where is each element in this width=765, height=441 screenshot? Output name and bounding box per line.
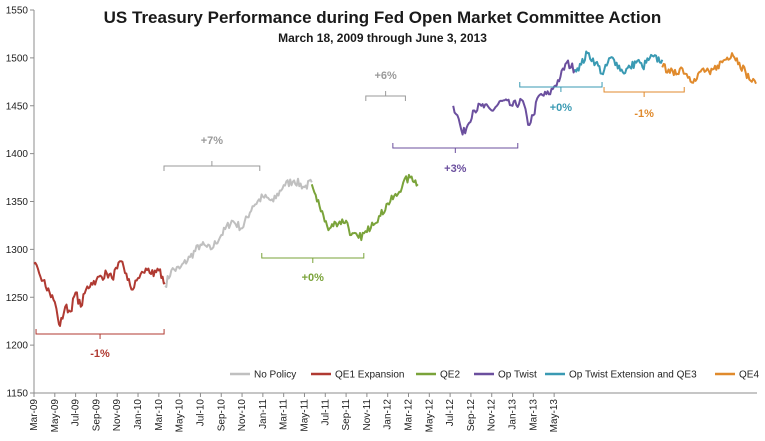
x-tick-label: May-10 bbox=[175, 399, 186, 433]
series-line-no-policy bbox=[164, 177, 313, 288]
y-tick-label: 1200 bbox=[6, 341, 29, 352]
x-tick-label: Mar-09 bbox=[29, 399, 40, 431]
legend-label: QE4 bbox=[739, 370, 759, 381]
x-tick-label: Jul-11 bbox=[320, 399, 331, 426]
period-change-label: +0% bbox=[302, 272, 325, 284]
x-tick-label: May-13 bbox=[549, 399, 560, 433]
x-tick-label: Sep-10 bbox=[216, 399, 227, 432]
period-bracket bbox=[35, 329, 165, 339]
chart-subtitle: March 18, 2009 through June 3, 2013 bbox=[278, 31, 487, 45]
x-tick-label: May-12 bbox=[424, 399, 435, 433]
y-tick-label: 1450 bbox=[6, 101, 29, 112]
legend-label: Op Twist bbox=[498, 370, 537, 381]
y-tick-label: 1250 bbox=[6, 293, 29, 304]
y-tick-label: 1150 bbox=[6, 389, 28, 400]
series-line-op-twist bbox=[452, 59, 576, 136]
x-tick-label: Mar-11 bbox=[279, 399, 290, 430]
y-tick-label: 1300 bbox=[6, 245, 29, 256]
series-line-qe1-expansion bbox=[33, 260, 166, 327]
period-change-label: +6% bbox=[374, 70, 397, 82]
period-bracket bbox=[603, 87, 685, 97]
period-change-label: +3% bbox=[444, 163, 467, 175]
x-tick-label: Nov-10 bbox=[237, 399, 248, 432]
x-tick-label: Mar-12 bbox=[404, 399, 415, 431]
x-tick-label: Nov-11 bbox=[362, 399, 373, 431]
y-tick-label: 1550 bbox=[6, 6, 29, 17]
legend-label: No Policy bbox=[254, 370, 296, 381]
x-tick-label: Jan-12 bbox=[383, 399, 394, 430]
x-tick-label: Sep-11 bbox=[341, 399, 352, 431]
x-tick-label: Mar-13 bbox=[528, 399, 539, 431]
x-tick-label: May-09 bbox=[50, 399, 61, 433]
chart-title: US Treasury Performance during Fed Open … bbox=[103, 8, 662, 27]
period-bracket bbox=[519, 82, 603, 92]
x-tick-label: Jul-09 bbox=[71, 399, 82, 427]
period-bracket bbox=[392, 143, 519, 153]
x-tick-label: May-11 bbox=[299, 399, 310, 432]
period-bracket bbox=[365, 91, 406, 101]
period-bracket bbox=[163, 161, 261, 171]
legend-label: QE1 Expansion bbox=[335, 370, 405, 381]
x-tick-label: Nov-12 bbox=[487, 399, 498, 432]
series-line-qe4 bbox=[661, 52, 757, 85]
x-tick-label: Mar-10 bbox=[154, 399, 165, 431]
x-tick-label: Jan-11 bbox=[258, 399, 269, 429]
legend-label: QE2 bbox=[440, 370, 460, 381]
x-tick-label: Sep-12 bbox=[466, 399, 477, 432]
period-bracket bbox=[261, 253, 365, 263]
period-change-label: +7% bbox=[201, 135, 224, 147]
x-tick-label: Sep-09 bbox=[91, 399, 102, 432]
series-line-qe2 bbox=[310, 173, 419, 242]
y-tick-label: 1400 bbox=[6, 149, 29, 160]
legend-label: Op Twist Extension and QE3 bbox=[569, 370, 697, 381]
period-change-label: -1% bbox=[90, 348, 110, 360]
y-tick-label: 1350 bbox=[6, 197, 29, 208]
x-tick-label: Jan-13 bbox=[508, 399, 519, 430]
series-line-op-twist-extension-and-qe3 bbox=[574, 50, 664, 76]
y-tick-label: 1500 bbox=[6, 53, 29, 64]
x-tick-label: Jan-10 bbox=[133, 399, 144, 430]
x-tick-label: Nov-09 bbox=[112, 399, 123, 432]
period-change-label: +0% bbox=[550, 102, 573, 114]
period-change-label: -1% bbox=[634, 108, 654, 120]
x-tick-label: Jul-10 bbox=[195, 399, 206, 427]
x-tick-label: Jul-12 bbox=[445, 399, 456, 427]
